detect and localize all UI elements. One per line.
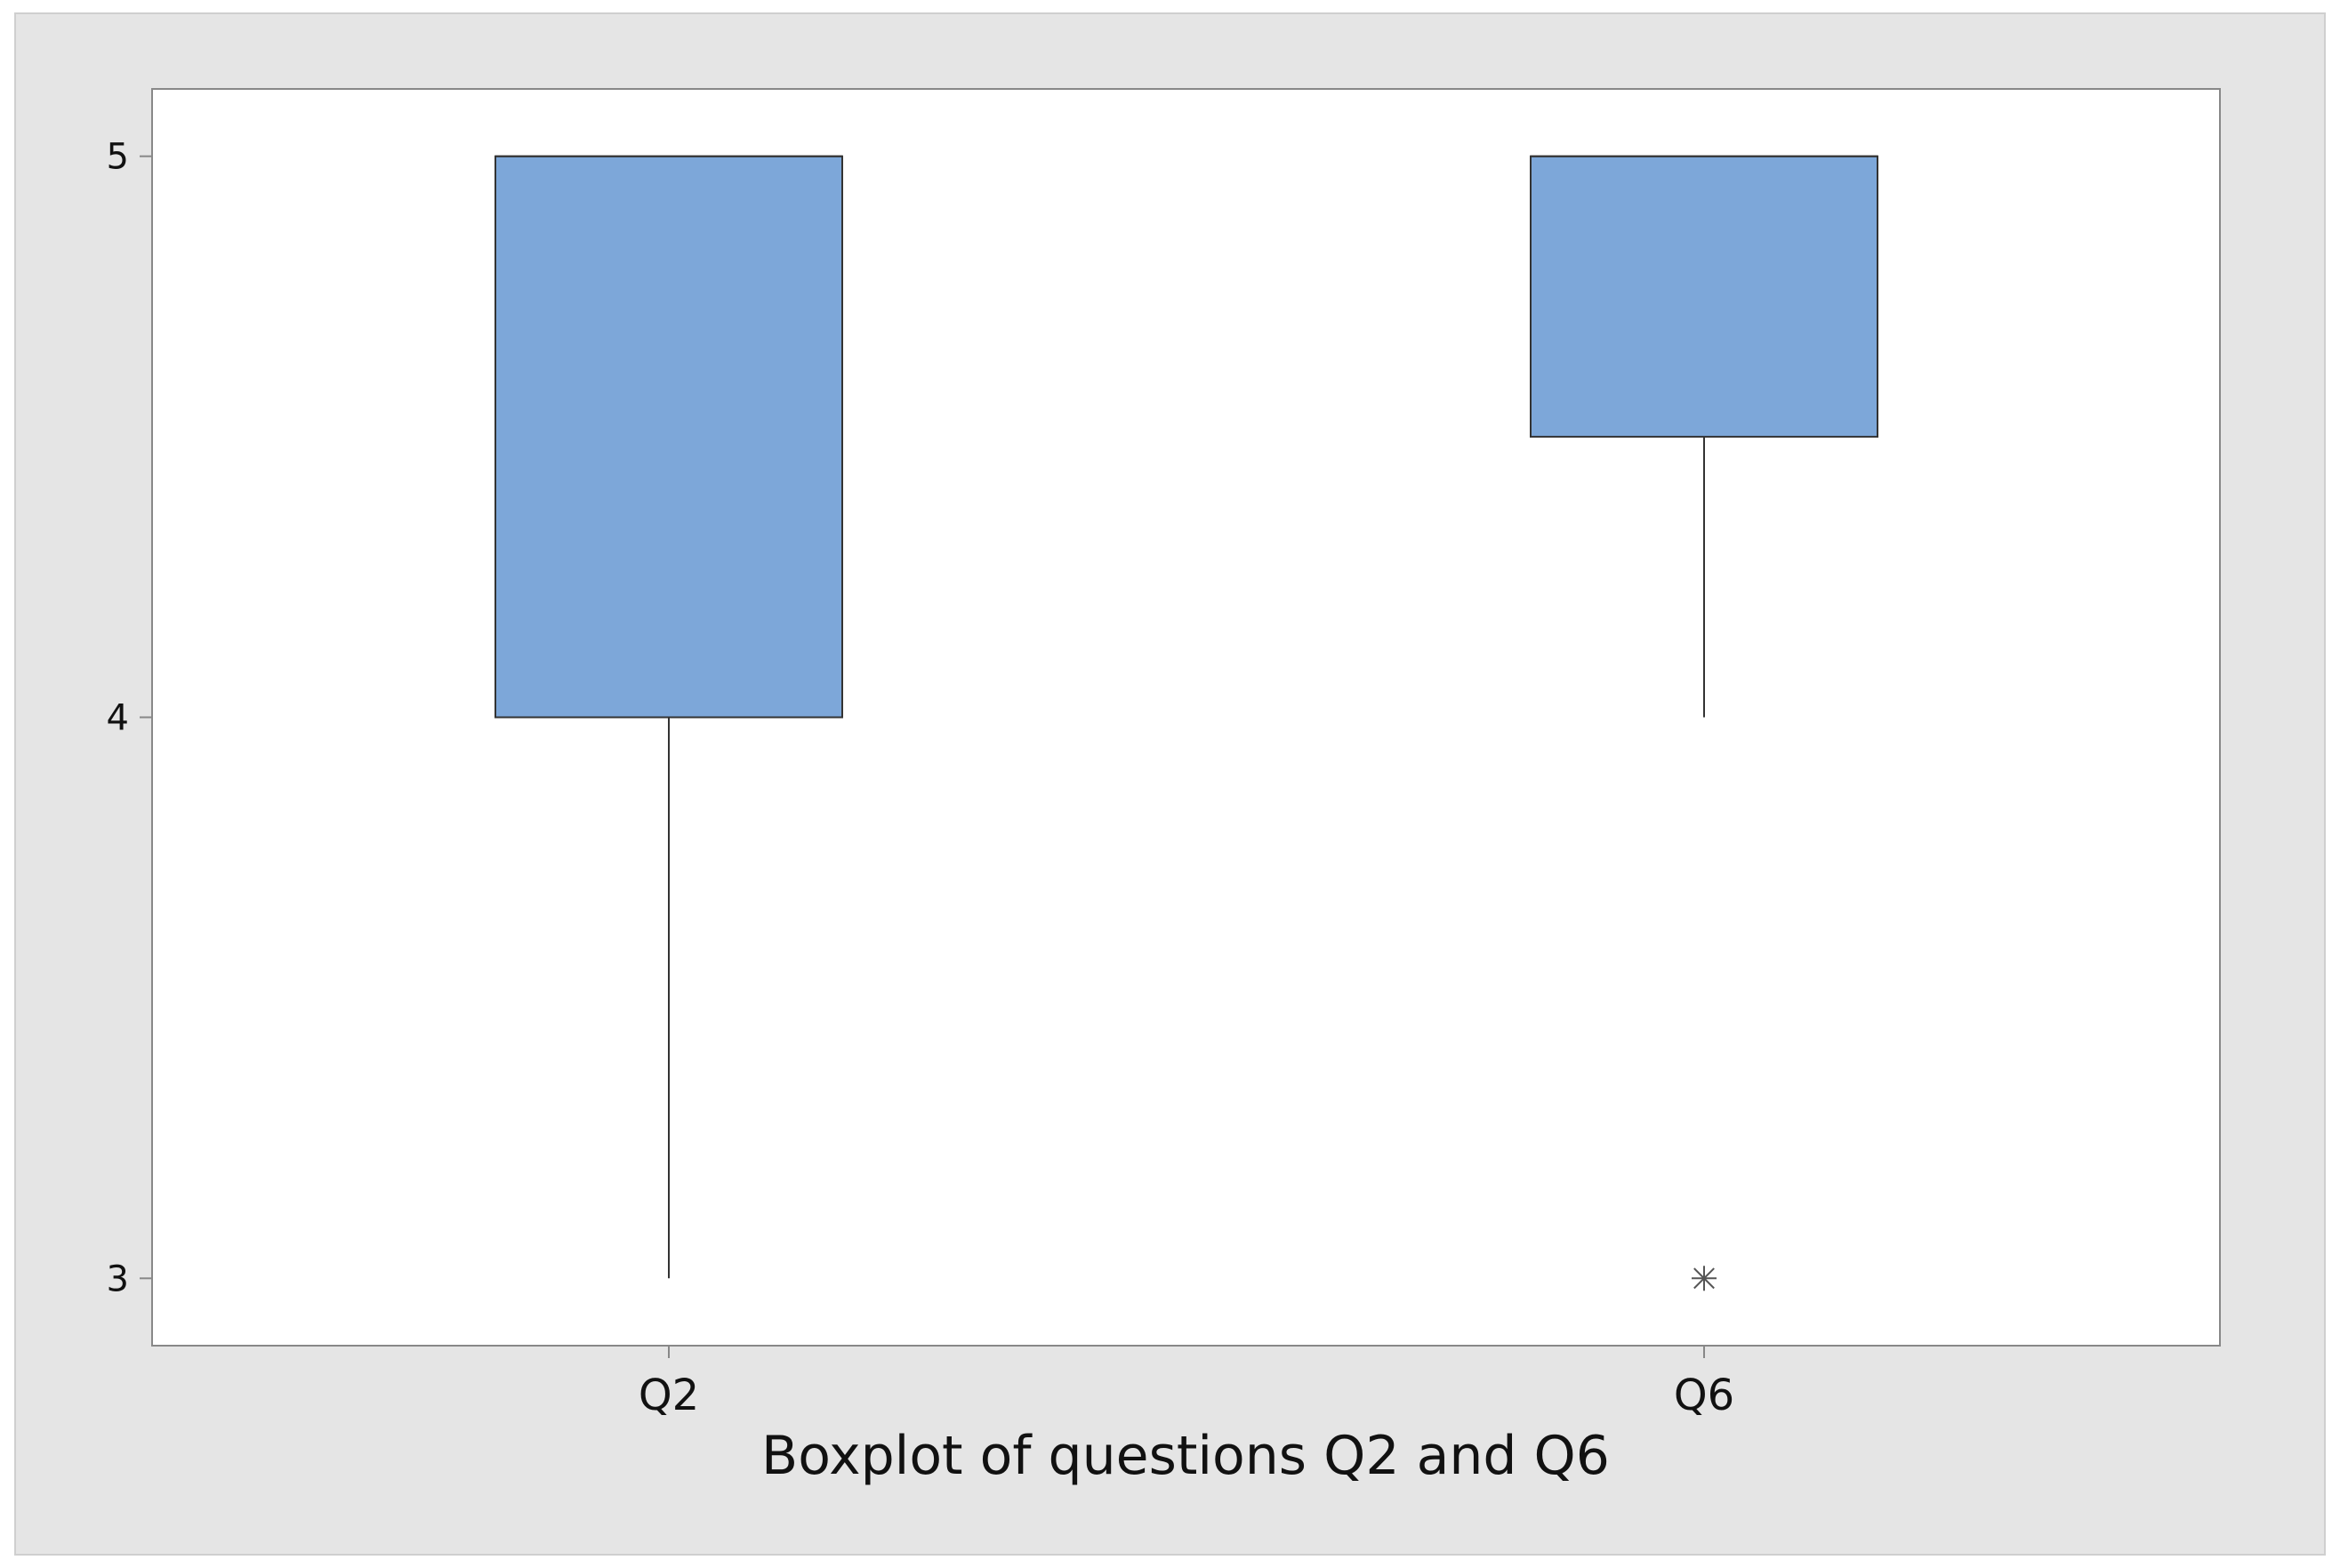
x-tick-label-q6: Q6 [1674,1371,1734,1420]
outlier-stroke-3 [1693,1267,1715,1290]
iqr-box-q6 [1530,155,1878,438]
y-axis: 3 4 5 [107,137,152,1299]
y-tick-label-5: 5 [107,137,129,178]
chart-title: Boxplot of questions Q2 and Q6 [761,1425,1610,1487]
box-q2 [495,155,843,1279]
box-q6 [1530,155,1878,1291]
x-tick-label-q2: Q2 [639,1371,699,1420]
x-axis: Q2 Q6 [639,1346,1734,1420]
y-tick-label-4: 4 [107,698,129,739]
boxes-layer [495,155,1878,1291]
y-tick-label-3: 3 [107,1258,129,1299]
plot-area [151,88,2221,1347]
iqr-box-q2 [495,155,843,719]
outlier-q6-0 [1692,1266,1717,1291]
